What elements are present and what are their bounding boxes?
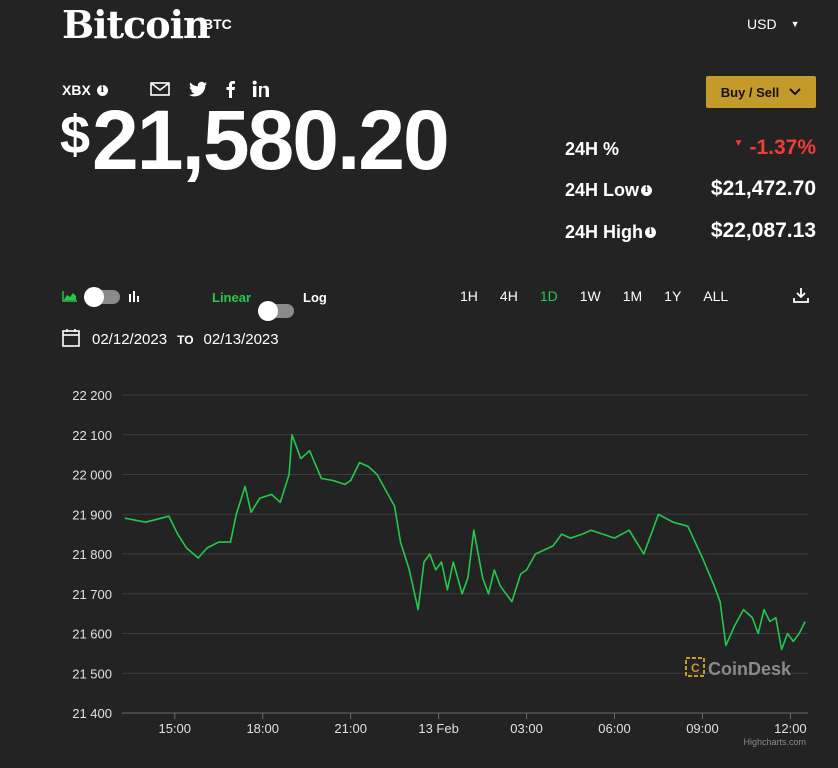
range-all[interactable]: ALL xyxy=(703,288,729,304)
caret-down-icon: ▼ xyxy=(790,19,800,29)
stat-24h-change-value: ▼ -1.37% xyxy=(734,136,816,160)
facebook-icon[interactable] xyxy=(224,78,236,100)
current-price: $21,580.20 xyxy=(60,92,450,189)
mail-icon[interactable] xyxy=(150,78,170,100)
x-tick-label: 21:00 xyxy=(334,721,367,736)
exchange-name: XBX xyxy=(62,82,91,98)
currency-value: USD xyxy=(747,16,777,32)
buy-sell-button[interactable]: Buy / Sell xyxy=(706,76,816,108)
chart-grid xyxy=(122,394,808,714)
price-currency-symbol: $ xyxy=(60,105,90,165)
range-1w[interactable]: 1W xyxy=(579,288,601,304)
stat-label-text: 24H High xyxy=(565,222,644,242)
stat-label-text: 24H Low xyxy=(565,180,640,200)
y-tick-label: 22 100 xyxy=(72,428,112,443)
scale-linear-label[interactable]: Linear xyxy=(212,290,252,305)
buy-sell-label: Buy / Sell xyxy=(720,84,780,100)
date-separator: TO xyxy=(177,332,194,347)
scale-toggle[interactable] xyxy=(258,301,294,321)
x-tick-label: 13 Feb xyxy=(418,721,458,736)
range-1m[interactable]: 1M xyxy=(622,288,643,304)
stat-24h-low-label: 24H Low i xyxy=(565,180,653,201)
stat-24h-high-value: $22,087.13 xyxy=(710,219,816,242)
range-1d[interactable]: 1D xyxy=(539,288,558,304)
chevron-down-icon xyxy=(789,88,801,96)
area-chart-icon[interactable] xyxy=(62,289,78,307)
range-1h[interactable]: 1H xyxy=(460,288,478,304)
chart-credit: Highcharts.com xyxy=(743,737,806,747)
info-icon[interactable]: i xyxy=(645,227,657,238)
y-tick-label: 21 700 xyxy=(72,587,112,602)
x-axis-labels: 15:00 18:00 21:00 13 Feb 03:00 06:00 09:00 12:0… xyxy=(158,713,807,736)
linkedin-icon[interactable] xyxy=(252,78,270,100)
scale-log-label[interactable]: Log xyxy=(303,290,327,305)
coindesk-watermark: C CoinDesk xyxy=(685,657,792,679)
date-range: 02/12/2023 TO 02/13/2023 xyxy=(62,328,279,351)
calendar-icon[interactable] xyxy=(62,328,80,351)
date-to[interactable]: 02/13/2023 xyxy=(203,331,279,348)
x-tick-label: 03:00 xyxy=(510,721,543,736)
y-tick-label: 21 800 xyxy=(72,547,112,562)
info-icon[interactable]: i xyxy=(96,84,108,96)
y-tick-label: 22 200 xyxy=(72,388,112,403)
y-tick-label: 21 500 xyxy=(72,666,112,681)
stat-24h-low-value: $21,472.70 xyxy=(710,177,816,200)
x-tick-label: 06:00 xyxy=(598,721,631,736)
x-tick-label: 09:00 xyxy=(686,721,719,736)
price-value: 21,580.20 xyxy=(92,93,450,187)
currency-select[interactable]: USD ▼ xyxy=(734,10,825,38)
down-triangle-icon: ▼ xyxy=(733,138,744,149)
y-tick-label: 21 600 xyxy=(72,627,112,642)
range-selector: 1H 4H 1D 1W 1M 1Y ALL xyxy=(460,288,750,304)
x-tick-label: 12:00 xyxy=(774,721,807,736)
stat-24h-change-label: 24H % xyxy=(565,139,619,160)
exchange-label: XBX i xyxy=(62,82,108,98)
range-4h[interactable]: 4H xyxy=(499,288,518,304)
y-tick-label: 21 900 xyxy=(72,507,112,522)
price-chart[interactable]: 22 200 22 100 22 000 21 900 21 800 21 700 21 6… xyxy=(0,370,838,768)
y-axis-labels: 22 200 22 100 22 000 21 900 21 800 21 700 21 6… xyxy=(72,388,112,721)
y-tick-label: 22 000 xyxy=(72,468,112,483)
series-line-btc xyxy=(124,434,806,651)
twitter-icon[interactable] xyxy=(188,78,208,100)
range-1y[interactable]: 1Y xyxy=(664,288,682,304)
stat-24h-high-label: 24H High i xyxy=(565,222,657,243)
date-from[interactable]: 02/12/2023 xyxy=(92,331,168,348)
chart-type-toggle[interactable] xyxy=(84,287,120,307)
info-icon[interactable]: i xyxy=(641,185,653,196)
download-icon[interactable] xyxy=(792,286,810,309)
watermark-text: CoinDesk xyxy=(708,659,792,679)
y-tick-label: 21 400 xyxy=(72,706,112,721)
svg-text:C: C xyxy=(691,661,700,675)
stat-value-text: -1.37% xyxy=(749,136,816,159)
bar-chart-icon[interactable] xyxy=(128,289,142,307)
asset-title: Bitcoin xyxy=(62,2,211,47)
stat-label-text: 24H % xyxy=(565,139,620,159)
x-tick-label: 18:00 xyxy=(246,721,279,736)
asset-symbol: BTC xyxy=(203,16,232,32)
x-tick-label: 15:00 xyxy=(158,721,191,736)
